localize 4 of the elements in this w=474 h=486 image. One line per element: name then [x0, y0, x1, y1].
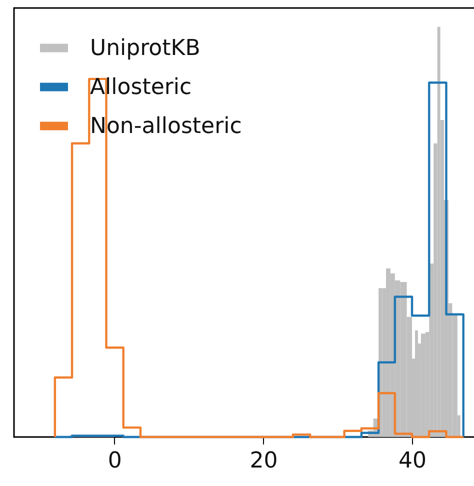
x-tick-label: 40 — [398, 448, 427, 474]
x-tick-label: 0 — [108, 448, 122, 474]
legend-label: UniprotKB — [90, 36, 200, 61]
x-tick-label: 20 — [250, 448, 278, 474]
